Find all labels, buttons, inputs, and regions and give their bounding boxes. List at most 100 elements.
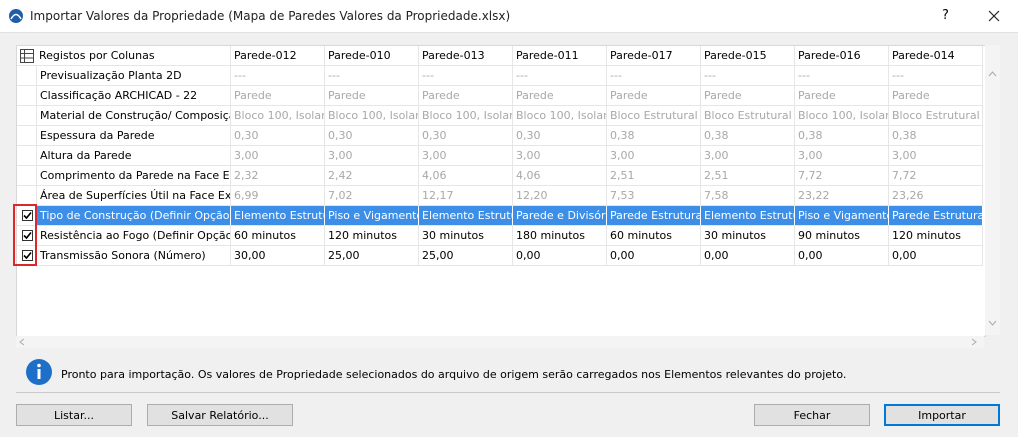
grid-icon xyxy=(20,49,34,63)
value-cell: 4,06 xyxy=(513,166,607,186)
value-cell: 7,02 xyxy=(325,186,419,206)
vertical-scrollbar[interactable] xyxy=(985,45,1000,335)
row-label: Comprimento da Parede na Face Exte xyxy=(37,166,231,186)
scroll-arrows xyxy=(988,71,997,326)
title-bar: Importar Valores da Propriedade (Mapa de… xyxy=(0,0,1018,33)
row-checkbox[interactable] xyxy=(22,230,33,241)
value-cell: 60 minutos xyxy=(231,226,325,246)
value-cell: 3,00 xyxy=(231,146,325,166)
value-cell: 0,00 xyxy=(513,246,607,266)
value-cell: 2,32 xyxy=(231,166,325,186)
value-cell: 3,00 xyxy=(325,146,419,166)
row-gutter xyxy=(17,106,37,126)
check-mark xyxy=(23,211,32,220)
value-cell: Parede e Divisória xyxy=(513,206,607,226)
corner-header: Registos por Colunas xyxy=(17,46,231,66)
value-cell: 120 minutos xyxy=(889,226,983,246)
value-cell: --- xyxy=(607,66,701,86)
value-cell: Bloco 100, Isolam xyxy=(513,106,607,126)
close-button[interactable]: Fechar xyxy=(754,404,870,426)
value-cell: Bloco Estrutural 1 xyxy=(701,106,795,126)
row-gutter xyxy=(17,66,37,86)
value-cell: --- xyxy=(889,66,983,86)
value-cell: 7,58 xyxy=(701,186,795,206)
value-cell: 0,38 xyxy=(701,126,795,146)
row-checkbox[interactable] xyxy=(22,210,33,221)
value-cell: 7,72 xyxy=(889,166,983,186)
value-cell: 0,00 xyxy=(701,246,795,266)
value-cell: 7,53 xyxy=(607,186,701,206)
window-title: Importar Valores da Propriedade (Mapa de… xyxy=(30,9,511,23)
value-cell: 3,00 xyxy=(889,146,983,166)
value-cell: Bloco 100, Isolam xyxy=(231,106,325,126)
row-label: Classificação ARCHICAD - 22 xyxy=(37,86,231,106)
value-cell: --- xyxy=(419,66,513,86)
value-cell: --- xyxy=(231,66,325,86)
value-cell: Parede Estrutural xyxy=(607,206,701,226)
value-cell: 12,17 xyxy=(419,186,513,206)
value-cell: 180 minutos xyxy=(513,226,607,246)
import-button[interactable]: Importar xyxy=(884,404,1000,426)
horizontal-scrollbar[interactable] xyxy=(16,336,984,348)
value-cell: 120 minutos xyxy=(325,226,419,246)
value-cell: 4,06 xyxy=(419,166,513,186)
value-cell: 2,51 xyxy=(607,166,701,186)
column-header: Parede-011 xyxy=(513,46,607,66)
value-cell: Bloco Estrutural 1 xyxy=(889,106,983,126)
row-label: Resistência ao Fogo (Definir Opção) xyxy=(37,226,231,246)
column-header: Parede-013 xyxy=(419,46,513,66)
value-cell: 7,72 xyxy=(795,166,889,186)
row-label: Previsualização Planta 2D xyxy=(37,66,231,86)
value-cell: 23,22 xyxy=(795,186,889,206)
row-label: Transmissão Sonora (Número) xyxy=(37,246,231,266)
check-mark xyxy=(23,231,32,240)
app-icon xyxy=(9,9,23,23)
value-cell: 0,38 xyxy=(607,126,701,146)
value-cell: 3,00 xyxy=(701,146,795,166)
row-label: Espessura da Parede xyxy=(37,126,231,146)
value-cell: Elemento Estrutu xyxy=(231,206,325,226)
value-cell: 0,30 xyxy=(231,126,325,146)
column-header: Parede-015 xyxy=(701,46,795,66)
value-cell: Parede xyxy=(795,86,889,106)
row-gutter xyxy=(17,126,37,146)
value-cell: Parede Estrutural xyxy=(889,206,983,226)
save-report-button[interactable]: Salvar Relatório... xyxy=(147,404,293,426)
value-cell: 3,00 xyxy=(795,146,889,166)
value-cell: Parede xyxy=(513,86,607,106)
value-cell: 3,00 xyxy=(607,146,701,166)
help-button[interactable]: ? xyxy=(942,8,949,23)
value-cell: 25,00 xyxy=(419,246,513,266)
column-header: Parede-012 xyxy=(231,46,325,66)
value-cell: Parede xyxy=(607,86,701,106)
value-cell: Bloco 100, Isolam xyxy=(325,106,419,126)
value-cell: 0,38 xyxy=(795,126,889,146)
row-label: Material de Construção/ Composição xyxy=(37,106,231,126)
status-message: Pronto para importação. Os valores de Pr… xyxy=(61,368,847,381)
value-cell: 0,38 xyxy=(889,126,983,146)
value-cell: --- xyxy=(795,66,889,86)
value-cell: --- xyxy=(513,66,607,86)
list-button[interactable]: Listar... xyxy=(16,404,132,426)
value-cell: 3,00 xyxy=(419,146,513,166)
row-checkbox[interactable] xyxy=(22,250,33,261)
info-icon xyxy=(26,359,52,385)
value-cell: Piso e Vigamento xyxy=(795,206,889,226)
value-cell: Parede xyxy=(231,86,325,106)
value-cell: Bloco 100, Isolam xyxy=(419,106,513,126)
column-header: Parede-016 xyxy=(795,46,889,66)
close-icon[interactable] xyxy=(988,10,1000,22)
value-cell: 12,20 xyxy=(513,186,607,206)
value-cell: 60 minutos xyxy=(607,226,701,246)
value-cell: Elemento Estrutu xyxy=(701,206,795,226)
row-label: Altura da Parede xyxy=(37,146,231,166)
value-cell: Parede xyxy=(889,86,983,106)
value-cell: 0,00 xyxy=(607,246,701,266)
value-cell: 30,00 xyxy=(231,246,325,266)
value-cell: 6,99 xyxy=(231,186,325,206)
row-label: Tipo de Construção (Definir Opção) xyxy=(37,206,231,226)
row-gutter xyxy=(17,166,37,186)
value-cell: 30 minutos xyxy=(701,226,795,246)
row-gutter xyxy=(17,86,37,106)
